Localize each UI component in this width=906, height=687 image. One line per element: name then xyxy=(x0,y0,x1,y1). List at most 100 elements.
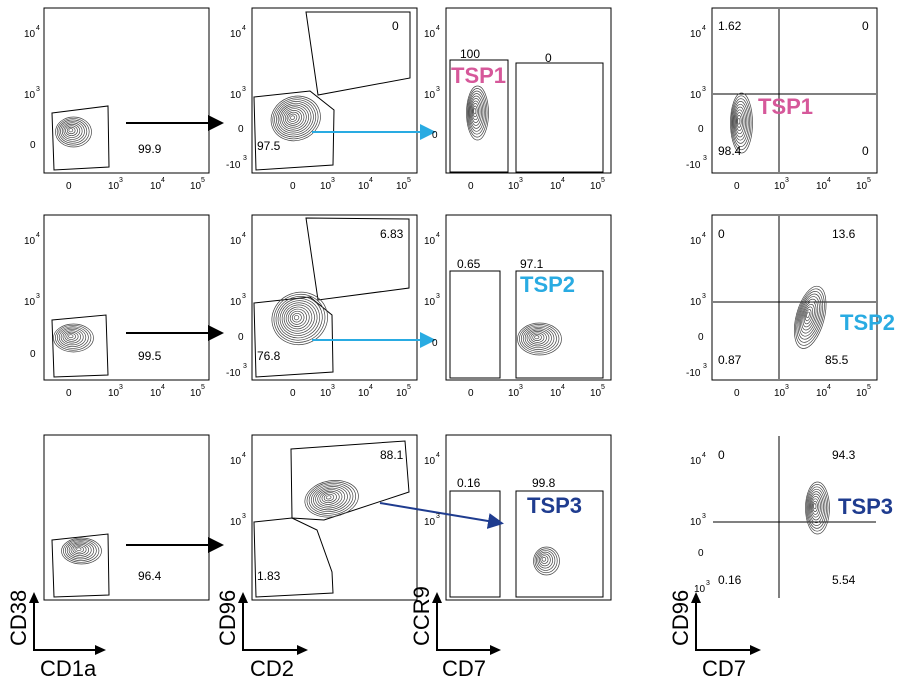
contour-ring xyxy=(520,325,557,352)
contour-ring xyxy=(793,285,827,349)
population-label-tsp1: TSP1 xyxy=(451,63,506,88)
tick-exp: 4 xyxy=(36,232,40,239)
tick-exp: 3 xyxy=(331,384,335,391)
contour-ring xyxy=(66,126,76,135)
panel-frame-r2c3 xyxy=(445,214,612,381)
x-axis-label: CD1a xyxy=(40,656,97,681)
tick-exp: 3 xyxy=(243,363,247,370)
contour-ring xyxy=(275,296,323,341)
tick-exp: 5 xyxy=(601,384,605,391)
contour-ring xyxy=(60,120,85,142)
tick-exp: 3 xyxy=(785,177,789,184)
tick-label: -10 xyxy=(686,368,701,379)
contour-ring xyxy=(526,329,550,347)
gate-value: 96.4 xyxy=(138,569,162,583)
contour-ring xyxy=(805,481,830,535)
tick-label: 10 xyxy=(320,388,332,399)
contour-ring xyxy=(807,488,826,526)
contour-ring xyxy=(64,331,79,342)
contour-ring xyxy=(801,301,817,331)
contour-ring xyxy=(798,296,820,337)
contour-ring xyxy=(61,537,102,565)
contour-ring xyxy=(293,315,300,321)
contour-ring xyxy=(274,99,317,138)
contour-ring xyxy=(325,495,332,500)
y-axis-label: CCR9 xyxy=(409,586,434,646)
tick-label: 0 xyxy=(66,181,72,192)
tick-exp: 3 xyxy=(702,86,706,93)
contour-ring xyxy=(271,291,328,346)
tick-label: 10 xyxy=(230,29,242,40)
contour-ring xyxy=(730,95,752,151)
gate-value: 88.1 xyxy=(380,448,404,462)
tick-exp: 3 xyxy=(436,513,440,520)
tick-exp: 3 xyxy=(436,86,440,93)
tick-exp: 3 xyxy=(519,177,523,184)
contour-ring xyxy=(796,291,824,343)
axis-legend-lines-2 xyxy=(242,600,300,651)
contour-ring xyxy=(291,312,302,323)
axis-arrowhead xyxy=(432,592,442,603)
tick-exp: 3 xyxy=(36,293,40,300)
contour-ring xyxy=(737,117,741,125)
contour-ring xyxy=(532,333,542,341)
contour-ring xyxy=(66,332,76,340)
tick-exp: 4 xyxy=(369,384,373,391)
x-axis-label: CD7 xyxy=(702,656,746,681)
tick-label: 10 xyxy=(550,181,562,192)
population-label-tsp3: TSP3 xyxy=(527,493,582,518)
contour-ring xyxy=(68,542,92,558)
quadrant-value: 98.4 xyxy=(718,144,742,158)
contour-ring xyxy=(270,95,321,142)
tick-label: 10 xyxy=(320,181,332,192)
contour-ring xyxy=(809,493,823,521)
tick-exp: 5 xyxy=(601,177,605,184)
quadrant-value: 1.62 xyxy=(718,19,742,33)
contour-ring xyxy=(736,115,742,128)
gate-value: 99.9 xyxy=(138,142,162,156)
contour-ring xyxy=(58,119,88,144)
tick-exp: 3 xyxy=(706,580,710,587)
contour-ring xyxy=(286,111,300,124)
contour-ring xyxy=(306,481,357,516)
contour-ring xyxy=(283,108,305,128)
tick-label: 10 xyxy=(358,181,370,192)
contour-ring xyxy=(538,553,551,567)
contour-ring xyxy=(72,544,87,555)
axis-arrowhead xyxy=(238,592,248,603)
gate-value: 0.65 xyxy=(457,257,481,271)
panel-frame-r2c4 xyxy=(711,214,878,381)
panel-frame-r3c2 xyxy=(251,434,418,601)
tick-exp: 5 xyxy=(201,177,205,184)
contour-ring xyxy=(735,112,744,131)
tick-label: 10 xyxy=(424,90,436,101)
contour-ring xyxy=(63,538,100,563)
tick-exp: 4 xyxy=(242,452,246,459)
gate-value: 0 xyxy=(392,19,399,33)
tick-label: 10 xyxy=(190,181,202,192)
tick-label: 10 xyxy=(230,90,242,101)
contour-ring xyxy=(470,98,482,126)
contour-ring xyxy=(517,322,562,356)
tick-label: 0 xyxy=(66,388,72,399)
contour-ring xyxy=(803,306,814,325)
contour-ring xyxy=(288,113,298,122)
tick-exp: 5 xyxy=(867,384,871,391)
tick-exp: 4 xyxy=(561,177,565,184)
contour-ring xyxy=(68,128,74,133)
contour-ring xyxy=(277,102,312,134)
axis-arrowhead xyxy=(297,645,308,655)
tick-exp: 4 xyxy=(827,177,831,184)
contour-ring xyxy=(272,97,319,140)
contour-ring xyxy=(805,309,812,322)
contour-ring xyxy=(281,106,307,130)
contour-ring xyxy=(469,95,484,129)
contour-ring xyxy=(524,328,552,349)
contour-ring xyxy=(308,483,354,514)
tick-label: 10 xyxy=(396,388,408,399)
contour-ring xyxy=(70,543,90,557)
contour-ring xyxy=(56,118,90,146)
tick-label: 10 xyxy=(24,236,36,247)
contour-ring xyxy=(317,489,343,507)
contour-ring xyxy=(537,551,553,569)
